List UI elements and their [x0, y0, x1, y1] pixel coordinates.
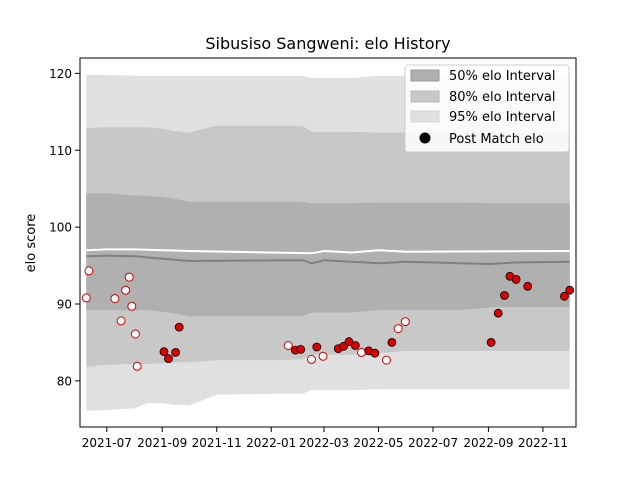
post-match-point [523, 281, 533, 291]
y-tick-label: 80 [57, 374, 72, 388]
y-tick-label: 100 [49, 221, 72, 235]
post-match-point [132, 361, 142, 371]
post-match-point [121, 285, 131, 295]
x-tick-label: 2022-01 [246, 436, 296, 450]
post-match-point [296, 344, 306, 354]
legend-frame [404, 64, 570, 153]
post-match-point [350, 341, 360, 350]
post-match-point [565, 285, 575, 295]
post-match-point [174, 322, 184, 332]
post-match-point [164, 354, 173, 364]
post-match-point [344, 337, 354, 347]
y-axis: 80 90 100 110 120 [49, 67, 80, 388]
post-match-point [127, 301, 137, 311]
post-match-point [393, 324, 403, 334]
post-match-point [370, 348, 380, 358]
y-tick-label: 90 [57, 298, 72, 312]
legend-swatch-95 [410, 110, 440, 123]
x-tick-label: 2021-11 [192, 436, 242, 450]
x-tick-label: 2022-09 [463, 436, 513, 450]
post-match-point [382, 355, 391, 365]
post-match-point [110, 294, 120, 304]
post-match-point [159, 347, 169, 357]
legend-marker-post-match [419, 132, 431, 144]
post-match-point [81, 293, 91, 303]
median-line [86, 254, 570, 266]
legend-label-95: 95% elo Interval [449, 110, 556, 125]
post-match-point [124, 272, 134, 282]
post-match-point [283, 341, 293, 350]
post-match-point [511, 274, 521, 284]
y-tick-label: 110 [49, 144, 72, 158]
post-match-point [307, 354, 316, 364]
x-tick-label: 2022-05 [353, 436, 403, 450]
x-tick-label: 2022-03 [299, 436, 349, 450]
x-axis: 2021-07 2021-09 2021-11 2022-01 2022-03 2022-… [82, 427, 568, 450]
x-tick-label: 2022-07 [408, 436, 458, 450]
post-match-point [312, 342, 322, 352]
legend: 50% elo Interval 80% elo Interval 95% el… [404, 64, 570, 153]
post-match-point [130, 329, 140, 339]
legend-swatch-50 [410, 69, 440, 82]
x-tick-label: 2021-09 [137, 436, 187, 450]
post-match-point [560, 291, 569, 301]
post-match-point [400, 317, 410, 327]
legend-swatch-80 [410, 90, 440, 103]
x-tick-label: 2022-11 [518, 436, 568, 450]
chart-title: Sibusiso Sangweni: elo History [205, 34, 450, 53]
post-match-point [493, 308, 503, 318]
legend-label-80: 80% elo Interval [449, 90, 556, 105]
plot-area [81, 74, 575, 411]
post-match-point [357, 347, 366, 357]
post-match-point [116, 316, 126, 326]
x-tick-label: 2021-07 [82, 436, 132, 450]
y-tick-label: 120 [49, 67, 72, 81]
post-match-point [84, 266, 94, 276]
legend-label-post-match: Post Match elo [449, 132, 544, 147]
post-match-point [318, 351, 328, 361]
post-match-point [387, 337, 397, 347]
post-match-point [171, 347, 181, 357]
legend-label-50: 50% elo Interval [449, 69, 556, 84]
post-match-point [486, 337, 496, 347]
band-50 [86, 193, 570, 317]
plot-frame [79, 57, 577, 428]
mean-line [86, 248, 570, 255]
y-axis-label: elo score [24, 214, 39, 273]
post-match-point [500, 291, 509, 300]
